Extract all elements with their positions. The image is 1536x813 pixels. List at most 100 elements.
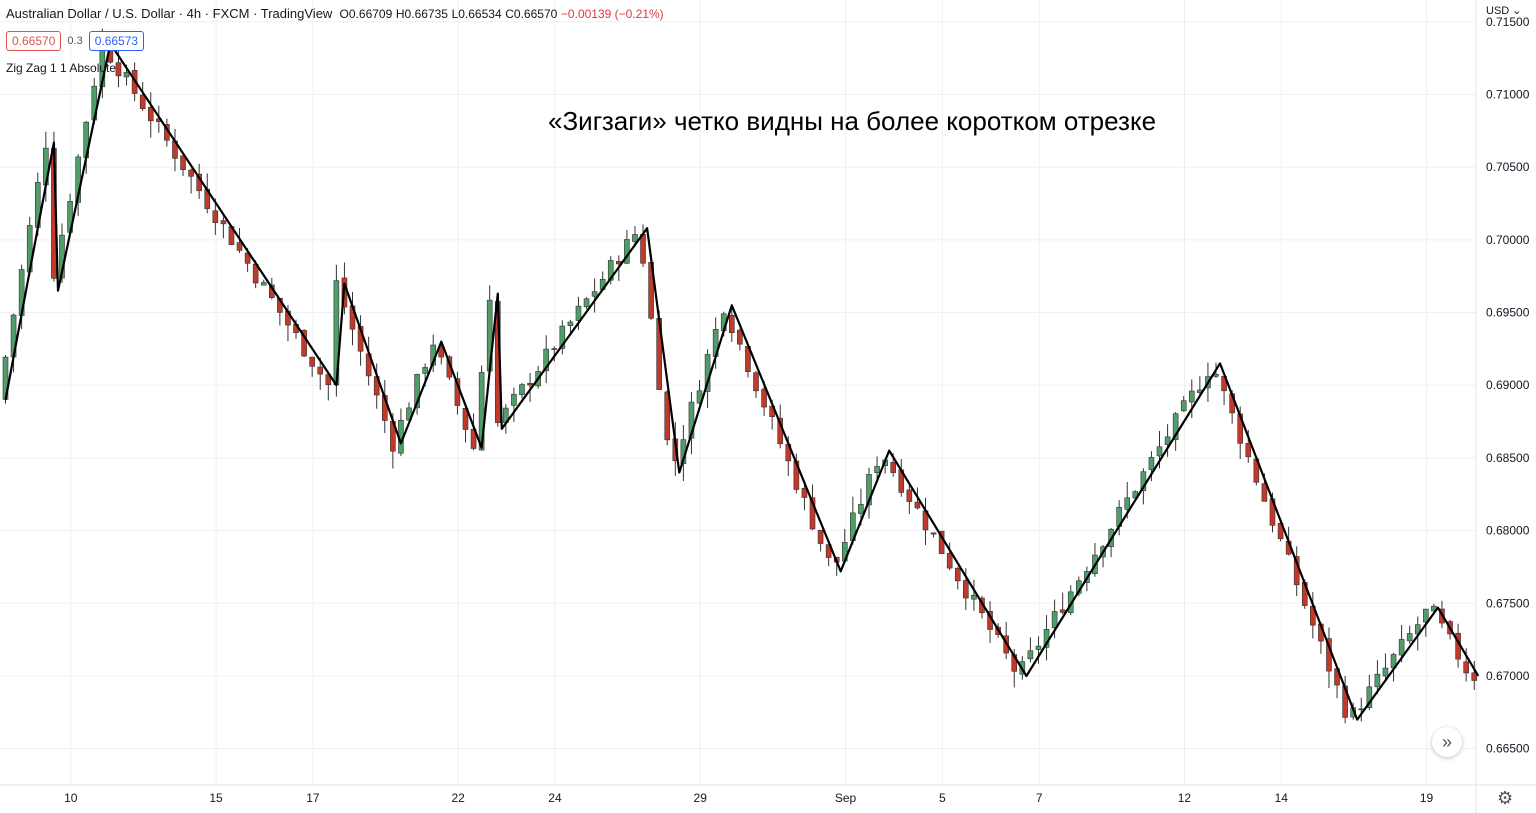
candle-body [1051,611,1058,629]
y-tick-label: 0.70000 [1486,233,1530,247]
y-tick-label: 0.66500 [1486,742,1530,756]
ohlc-open: O0.66709 [339,7,393,21]
candles-layer [2,28,1478,724]
y-tick-label: 0.69000 [1486,378,1530,392]
candle-body [147,106,154,122]
zigzag-line [4,42,1480,721]
y-tick-label: 0.67500 [1486,596,1530,610]
y-tick-label: 0.68000 [1486,524,1530,538]
y-tick-label: 0.71000 [1486,87,1530,101]
candle-body [1374,673,1381,688]
candle-body [244,252,251,264]
candle-body [1027,650,1034,660]
candle-body [260,282,267,286]
y-tick-label: 0.69500 [1486,306,1530,320]
candle-body [971,594,977,600]
sell-price-button[interactable]: 0.66570 [6,31,62,51]
candle-body [1463,661,1469,674]
candle-body [551,348,558,350]
candle-body [688,401,695,439]
candle-body [559,325,566,349]
x-tick-label: 24 [548,791,562,805]
candle-body [640,234,646,264]
candle-body [946,552,953,569]
currency-selector[interactable]: USD ⌄ [1486,4,1522,17]
candle-body [1180,400,1187,412]
double-chevron-right-icon: » [1441,731,1452,752]
ohlc-change: −0.00139 (−0.21%) [560,7,664,21]
candle-body [1124,497,1131,510]
ohlc-close: C0.66570 [505,7,558,21]
candle-body [737,329,743,345]
gear-icon[interactable]: ⚙ [1497,788,1514,808]
x-tick-label: 5 [939,791,946,805]
x-tick-label: 12 [1178,791,1192,805]
candle-body [1382,667,1389,677]
candle-body [317,366,324,375]
candle-body [115,62,122,77]
candle-body [664,391,671,441]
candle-body [1035,645,1042,650]
candle-body [422,367,428,374]
candle-body [478,372,485,451]
candle-body [543,348,549,372]
candle-body [858,504,864,514]
candle-body [890,462,897,473]
candle-body [414,374,420,409]
candle-body [906,489,913,502]
spread-value: 0.3 [67,35,83,47]
y-tick-label: 0.71500 [1486,15,1530,29]
currency-label: USD [1486,5,1510,17]
candle-body [1164,436,1171,445]
candle-body [801,488,808,498]
y-tick-label: 0.67000 [1486,669,1530,683]
bid-ask-panel: 0.66570 0.3 0.66573 [6,31,145,51]
candle-body [1366,686,1373,708]
candle-body [963,580,969,599]
candle-body [1059,609,1066,613]
candle-body [753,372,759,392]
symbol-title[interactable]: Australian Dollar / U.S. Dollar · 4h · F… [6,6,333,21]
candle-body [1261,483,1268,502]
candle-body [527,382,533,386]
candle-body [954,567,961,582]
candle-body [728,314,735,334]
candle-body [817,529,824,544]
candle-body [575,305,582,321]
x-tick-label: 7 [1036,791,1043,805]
ohlc-low: L0.66534 [451,7,502,21]
indicator-label[interactable]: Zig Zag 1 1 Absolute [6,61,117,75]
x-tick-label: 22 [451,791,465,805]
candle-body [180,155,186,170]
candle-body [567,321,574,326]
y-tick-label: 0.70500 [1486,160,1530,174]
candle-body [309,356,315,367]
candle-body [188,169,194,177]
candle-body [914,501,921,509]
ohlc-high: H0.66735 [395,7,448,21]
candle-body [809,497,816,530]
candle-body [1188,390,1195,403]
candle-body [220,220,227,225]
x-tick-label: 19 [1420,791,1434,805]
candle-body [438,346,445,358]
y-tick-label: 0.68500 [1486,451,1530,465]
chart-annotation: «Зигзаги» четко видны на более коротком … [548,106,1157,136]
candle-body [1423,608,1429,623]
candle-body [874,466,880,473]
buy-price-button[interactable]: 0.66573 [88,31,145,51]
candle-body [511,393,517,406]
candle-body [930,532,937,535]
scroll-to-realtime-button[interactable]: » [1432,727,1462,757]
x-tick-label: 29 [694,791,708,805]
candle-body [583,298,590,308]
x-tick-label: 14 [1275,791,1289,805]
candle-body [236,242,243,251]
candle-body [1471,672,1478,681]
candle-body [1398,639,1405,656]
candle-body [1406,633,1413,642]
candle-body [1245,442,1252,458]
candle-body [123,71,130,78]
